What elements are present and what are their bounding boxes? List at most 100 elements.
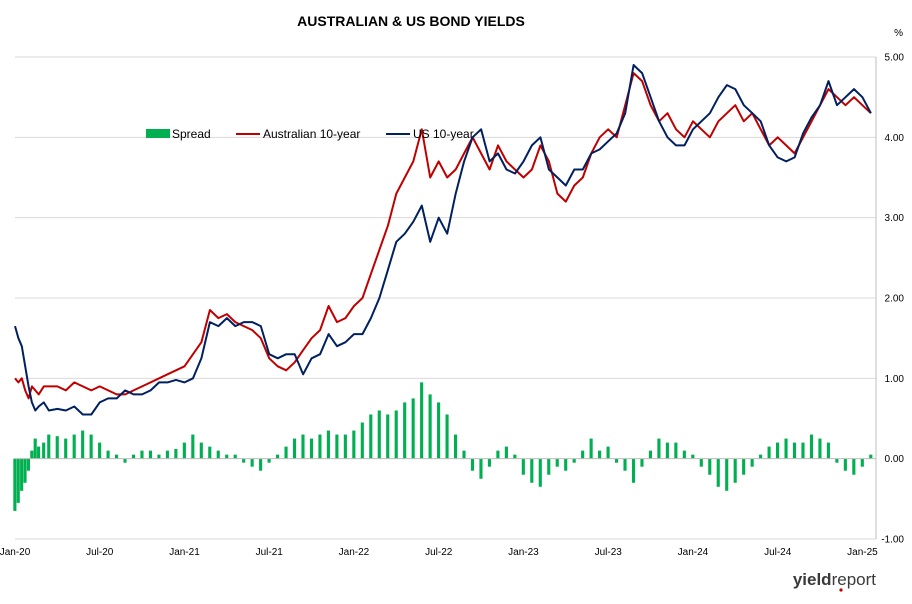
spread-bar: [623, 458, 627, 471]
x-tick-label: Jan-24: [678, 547, 709, 558]
spread-bar: [157, 454, 161, 459]
spread-bar: [148, 450, 153, 459]
x-tick-labels: Jan-20 Jul-20 Jan-21 Jul-21 Jan-22 Jul-22 Jan-…: [0, 547, 878, 558]
spread-bar: [216, 450, 220, 459]
spread-bars: [13, 382, 873, 511]
legend-label-australian-10-year: Australian 10-year: [263, 127, 360, 141]
x-tick-label: Jan-25: [847, 547, 878, 558]
axes: [15, 56, 877, 539]
spread-bar: [818, 438, 822, 459]
spread-bar: [37, 446, 41, 459]
spread-bar: [648, 450, 653, 459]
spread-bar: [453, 434, 458, 459]
spread-bar: [335, 434, 339, 459]
spread-bar: [403, 402, 407, 459]
spread-bar: [191, 434, 195, 459]
spread-bar: [23, 458, 27, 483]
line-us-10-year: [14, 64, 872, 416]
spread-bar: [199, 442, 203, 459]
spread-bar: [572, 458, 576, 463]
spread-bar: [98, 442, 102, 459]
spread-bar: [869, 454, 873, 459]
spread-bar: [555, 458, 559, 467]
spread-bar: [140, 450, 144, 459]
spread-bar: [242, 458, 246, 463]
spread-bar: [64, 438, 68, 459]
spread-bar: [479, 458, 483, 479]
spread-bar: [114, 454, 119, 459]
spread-bar: [538, 458, 542, 487]
spread-bar: [292, 438, 297, 459]
spread-bar: [182, 442, 186, 459]
spread-bar: [420, 382, 424, 459]
y-axis-unit-label: %: [894, 28, 903, 39]
spread-bar: [123, 458, 127, 463]
spread-bar: [106, 450, 110, 459]
x-tick-label: Jan-20: [0, 547, 31, 558]
spread-bar: [386, 414, 390, 459]
spread-bar: [784, 438, 788, 459]
spread-bar: [259, 458, 263, 471]
spread-bar: [318, 434, 322, 459]
spread-bar: [20, 458, 24, 491]
x-tick-label: Jul-20: [86, 547, 114, 558]
spread-bar: [487, 458, 491, 467]
spread-bar: [496, 450, 500, 459]
spread-bar: [606, 446, 610, 459]
spread-bar: [309, 438, 314, 459]
spread-bar: [750, 458, 754, 467]
spread-bar: [445, 414, 449, 459]
spread-bar: [809, 434, 814, 459]
x-tick-label: Jan-22: [339, 547, 370, 558]
spread-bar: [47, 434, 51, 459]
x-tick-label: Jul-22: [425, 547, 453, 558]
logo-accent-dot: [839, 588, 843, 592]
logo-part-b: report: [832, 570, 877, 589]
y-tick-label: 1.00: [885, 374, 905, 385]
spread-bar: [30, 450, 34, 459]
spread-bar: [165, 450, 169, 459]
spread-bar: [360, 422, 364, 459]
x-tick-label: Jul-23: [595, 547, 623, 558]
spread-bar: [640, 458, 644, 467]
spread-bar: [301, 434, 305, 459]
spread-bar: [233, 454, 237, 459]
spread-bar: [860, 458, 864, 467]
line-australian-10-year: [14, 72, 872, 400]
spread-bar: [547, 458, 551, 475]
spread-bar: [691, 454, 695, 459]
spread-bar: [267, 458, 271, 463]
spread-bar: [225, 454, 229, 459]
spread-bar: [377, 410, 381, 459]
y-tick-label: 0.00: [885, 454, 905, 465]
spread-bar: [682, 450, 686, 459]
legend-swatch-spread: [146, 129, 170, 138]
y-tick-label: 2.00: [885, 294, 905, 305]
spread-bar: [470, 458, 475, 471]
spread-bar: [589, 438, 593, 459]
spread-bar: [369, 414, 373, 459]
spread-bar: [55, 436, 59, 459]
spread-bar: [42, 442, 46, 459]
spread-bar: [835, 458, 839, 463]
chart-title: AUSTRALIAN & US BOND YIELDS: [297, 13, 525, 29]
spread-bar: [792, 442, 797, 459]
logo-part-a: yield: [793, 570, 832, 589]
spread-bar: [598, 450, 602, 459]
spread-bar: [614, 458, 619, 463]
spread-bar: [742, 458, 746, 475]
spread-bar: [776, 442, 780, 459]
spread-bar: [716, 458, 720, 487]
spread-bar: [801, 442, 805, 459]
spread-bar: [631, 458, 636, 483]
spread-bar: [437, 402, 441, 459]
legend-label-us-10-year: US 10-year: [413, 127, 474, 141]
spread-bar: [26, 458, 30, 471]
spread-bar: [521, 458, 525, 475]
spread-bar: [564, 458, 568, 471]
spread-bar: [131, 454, 136, 459]
spread-bar: [733, 458, 737, 483]
series-lines: [14, 64, 872, 416]
